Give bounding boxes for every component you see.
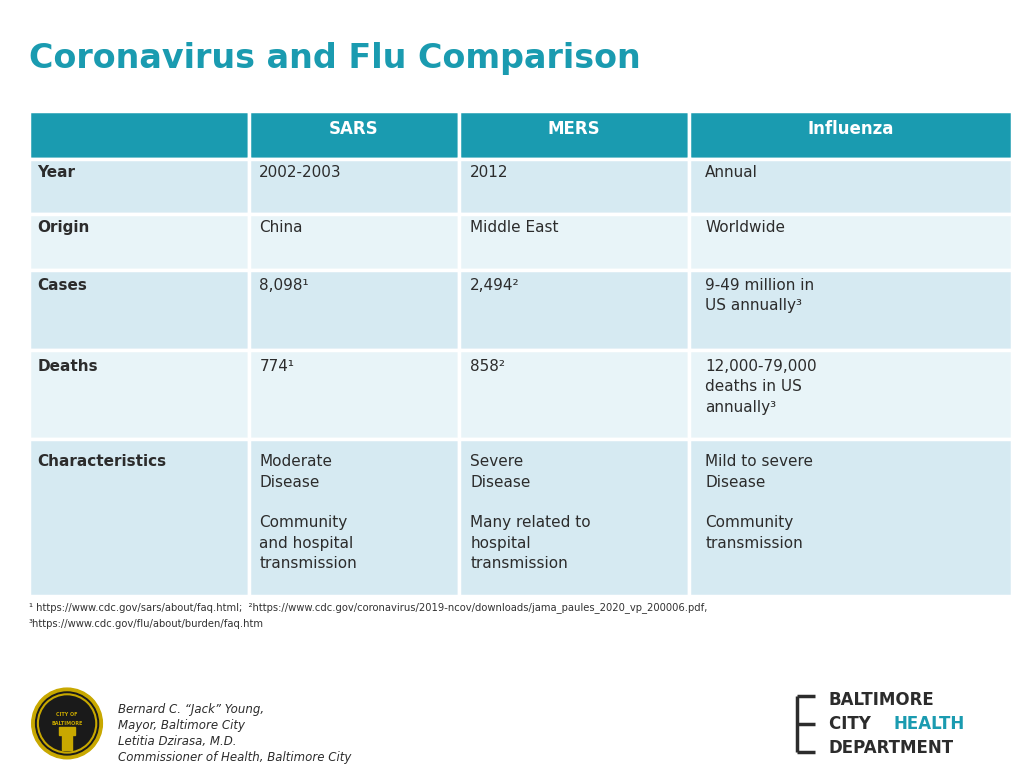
Text: DEPARTMENT: DEPARTMENT xyxy=(829,739,954,757)
Text: Moderate
Disease

Community
and hospital
transmission: Moderate Disease Community and hospital … xyxy=(259,454,357,571)
Text: Worldwide: Worldwide xyxy=(706,220,785,235)
Bar xyxy=(59,727,75,735)
Text: Cases: Cases xyxy=(38,277,87,293)
Text: Mayor, Baltimore City: Mayor, Baltimore City xyxy=(118,719,245,732)
Text: 12,000-79,000
deaths in US
annually³: 12,000-79,000 deaths in US annually³ xyxy=(706,359,817,415)
Text: Year: Year xyxy=(38,164,76,180)
Text: SARS: SARS xyxy=(329,120,379,138)
Text: 774¹: 774¹ xyxy=(259,359,294,374)
Text: Bernard C. “Jack” Young,: Bernard C. “Jack” Young, xyxy=(118,703,264,716)
Text: HEALTH: HEALTH xyxy=(893,715,965,733)
Text: Annual: Annual xyxy=(706,164,758,180)
Text: ³https://www.cdc.gov/flu/about/burden/faq.htm: ³https://www.cdc.gov/flu/about/burden/fa… xyxy=(29,619,263,629)
Text: Deaths: Deaths xyxy=(38,359,98,374)
Text: Mild to severe
Disease

Community
transmission: Mild to severe Disease Community transmi… xyxy=(706,454,813,551)
Text: 2,494²: 2,494² xyxy=(470,277,520,293)
Text: ¹ https://www.cdc.gov/sars/about/faq.html;  ²https://www.cdc.gov/coronavirus/201: ¹ https://www.cdc.gov/sars/about/faq.htm… xyxy=(29,602,707,613)
Text: 858²: 858² xyxy=(470,359,505,374)
Text: Severe
Disease

Many related to
hospital
transmission: Severe Disease Many related to hospital … xyxy=(470,454,591,571)
Text: 9-49 million in
US annually³: 9-49 million in US annually³ xyxy=(706,277,814,313)
Text: Coronavirus and Flu Comparison: Coronavirus and Flu Comparison xyxy=(29,42,640,75)
Text: BALTIMORE: BALTIMORE xyxy=(51,721,83,726)
Circle shape xyxy=(32,688,102,759)
Text: 2002-2003: 2002-2003 xyxy=(259,164,342,180)
Text: Influenza: Influenza xyxy=(807,120,894,138)
Text: CITY OF: CITY OF xyxy=(56,712,78,717)
Text: BALTIMORE: BALTIMORE xyxy=(829,690,935,709)
Text: 2012: 2012 xyxy=(470,164,509,180)
Text: Characteristics: Characteristics xyxy=(38,454,167,469)
Text: 8,098¹: 8,098¹ xyxy=(259,277,309,293)
Text: Letitia Dzirasa, M.D.: Letitia Dzirasa, M.D. xyxy=(118,735,237,748)
Text: MERS: MERS xyxy=(548,120,600,138)
Text: Commissioner of Health, Baltimore City: Commissioner of Health, Baltimore City xyxy=(118,751,351,764)
Text: CITY: CITY xyxy=(829,715,883,733)
Bar xyxy=(62,729,72,750)
Circle shape xyxy=(36,692,98,755)
Text: Middle East: Middle East xyxy=(470,220,559,235)
Text: Origin: Origin xyxy=(38,220,90,235)
Text: China: China xyxy=(259,220,303,235)
